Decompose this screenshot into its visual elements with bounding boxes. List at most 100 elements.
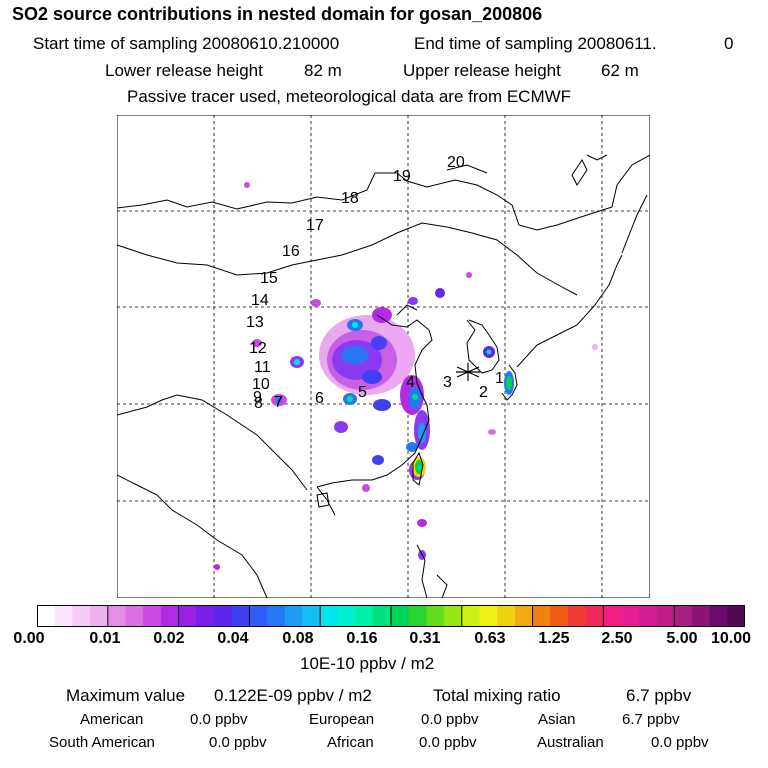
colorbar-cell	[479, 605, 498, 627]
traj-label-19: 19	[393, 168, 411, 185]
coastlines	[117, 154, 650, 598]
traj-label-16: 16	[282, 243, 300, 260]
colorbar-cell	[54, 605, 73, 627]
traj-label-18: 18	[341, 190, 359, 207]
end-time-label: End time of sampling 20080611.	[414, 34, 657, 53]
colorbar-cell	[107, 605, 126, 627]
colorbar-cell	[727, 605, 745, 627]
traj-label-4: 4	[406, 374, 415, 391]
colorbar-cell	[178, 605, 197, 627]
traj-label-6: 6	[315, 390, 324, 407]
colorbar-cell	[461, 605, 480, 627]
region-value-south-american: 0.0 ppbv	[209, 734, 267, 751]
colorbar-cell	[72, 605, 91, 627]
colorbar-tick-6: 0.31	[409, 630, 441, 647]
receptor-marker	[456, 363, 480, 381]
colorbar-cell	[37, 605, 56, 627]
colorbar-cell	[125, 605, 144, 627]
colorbar-cell	[621, 605, 640, 627]
traj-label-12: 12	[249, 340, 267, 357]
start-time-label: Start time of sampling 20080610.210000	[33, 34, 340, 53]
region-name-australian: Australian	[537, 734, 604, 751]
upper-release-value: 62 m	[601, 61, 639, 80]
traj-label-20: 20	[447, 154, 465, 171]
colorbar-tick-0: 0.00	[13, 630, 45, 647]
colorbar-cell	[638, 605, 657, 627]
traj-label-2: 2	[479, 384, 488, 401]
concentration-field	[214, 182, 598, 570]
colorbar-cell	[90, 605, 109, 627]
colorbar-cell	[373, 605, 392, 627]
traj-label-13: 13	[246, 314, 264, 331]
region-value-american: 0.0 ppbv	[190, 711, 248, 728]
traj-label-17: 17	[306, 217, 324, 234]
traj-label-9: 9	[253, 389, 262, 406]
traj-label-15: 15	[260, 270, 278, 287]
colorbar-cell	[691, 605, 711, 627]
colorbar-tick-4: 0.08	[282, 630, 314, 647]
colorbar	[37, 605, 745, 627]
colorbar-cell	[408, 605, 427, 627]
region-name-american: American	[80, 711, 144, 728]
colorbar-cell	[231, 605, 250, 627]
total-mixing-value: 6.7 ppbv	[626, 686, 692, 705]
traj-label-7: 7	[274, 394, 283, 411]
colorbar-tick-11: 10.00	[710, 630, 752, 647]
region-value-european: 0.0 ppbv	[421, 711, 479, 728]
colorbar-unit: 10E-10 ppbv / m2	[300, 654, 435, 673]
region-name-european: European	[309, 711, 375, 728]
lower-release-value: 82 m	[304, 61, 342, 80]
colorbar-tick-7: 0.63	[474, 630, 506, 647]
colorbar-cell	[320, 605, 339, 627]
colorbar-cell	[585, 605, 604, 627]
colorbar-cell	[709, 605, 728, 627]
colorbar-cell	[267, 605, 286, 627]
colorbar-cell	[160, 605, 180, 627]
colorbar-cell	[497, 605, 516, 627]
colorbar-cell	[444, 605, 463, 627]
tracer-note: Passive tracer used, meteorological data…	[127, 87, 572, 106]
traj-label-1: 1	[495, 370, 504, 387]
colorbar-tick-9: 2.50	[601, 630, 633, 647]
colorbar-cell	[355, 605, 374, 627]
colorbar-cell	[532, 605, 551, 627]
region-value-asian: 6.7 ppbv	[622, 711, 680, 728]
colorbar-cell	[284, 605, 303, 627]
colorbar-cell	[391, 605, 410, 627]
region-value-african: 0.0 ppbv	[419, 734, 477, 751]
colorbar-cell	[550, 605, 569, 627]
colorbar-cell	[514, 605, 534, 627]
traj-label-10: 10	[252, 376, 270, 393]
map-panel: 1 2 3 4 5 6 7 8 9 10 11 12 13 14 15 16 1…	[117, 115, 650, 598]
traj-label-14: 14	[251, 292, 269, 309]
region-name-african: African	[327, 734, 374, 751]
colorbar-tick-8: 1.25	[538, 630, 570, 647]
colorbar-cell	[249, 605, 268, 627]
colorbar-cell	[674, 605, 693, 627]
end-time-suffix: 0	[724, 34, 734, 53]
traj-label-3: 3	[443, 374, 452, 391]
colorbar-cell	[568, 605, 587, 627]
colorbar-tick-2: 0.02	[153, 630, 185, 647]
colorbar-tick-5: 0.16	[346, 630, 378, 647]
plot-title: SO2 source contributions in nested domai…	[12, 4, 543, 24]
upper-release-label: Upper release height	[403, 61, 561, 80]
region-name-south-american: South American	[49, 734, 155, 751]
colorbar-tick-3: 0.04	[217, 630, 249, 647]
colorbar-cell	[214, 605, 233, 627]
traj-label-5: 5	[358, 384, 367, 401]
colorbar-cell	[603, 605, 622, 627]
colorbar-cell	[337, 605, 357, 627]
colorbar-cell	[426, 605, 445, 627]
colorbar-cell	[143, 605, 162, 627]
region-name-asian: Asian	[538, 711, 576, 728]
colorbar-tick-10: 5.00	[666, 630, 698, 647]
traj-label-11: 11	[254, 359, 271, 376]
colorbar-tick-1: 0.01	[89, 630, 121, 647]
colorbar-cell	[302, 605, 321, 627]
lower-release-label: Lower release height	[105, 61, 263, 80]
traj-label-8: 8	[254, 395, 263, 412]
max-value-label: Maximum value	[66, 686, 186, 705]
region-value-australian: 0.0 ppbv	[651, 734, 709, 751]
colorbar-cell	[196, 605, 215, 627]
